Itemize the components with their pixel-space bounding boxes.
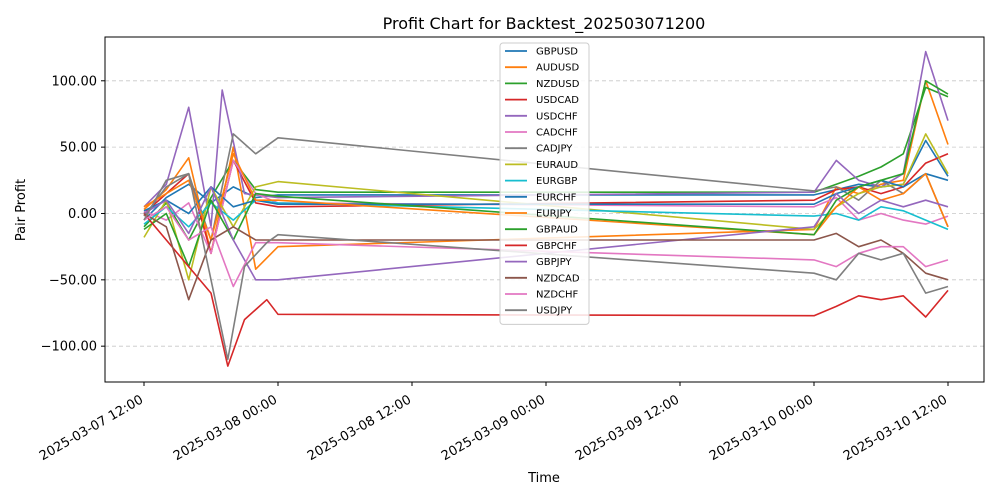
- y-tick-label: 0.00: [68, 207, 97, 222]
- y-tick-label: −50.00: [49, 273, 97, 288]
- legend-label: USDCAD: [536, 95, 579, 106]
- legend-label: USDCHF: [536, 111, 578, 122]
- legend-label: USDJPY: [536, 306, 573, 317]
- legend-label: GBPCHF: [536, 241, 577, 252]
- legend-label: NZDUSD: [536, 79, 580, 90]
- series-line-usdjpy: [143, 172, 949, 361]
- legend-box: [499, 42, 590, 325]
- legend-label: GBPAUD: [536, 225, 578, 236]
- legend-label: NZDCAD: [536, 273, 580, 284]
- legend-label: CADCHF: [536, 128, 578, 139]
- y-tick-label: −100.00: [41, 340, 97, 355]
- legend: GBPUSD AUDUSD NZDUSD USDCAD USDCHF CADCHF CADJ…: [499, 42, 590, 325]
- y-tick-label: 100.00: [52, 74, 98, 89]
- series-line-gbpchf: [143, 212, 949, 367]
- x-axis-label: Time: [527, 471, 560, 486]
- legend-label: EURCHF: [536, 192, 577, 203]
- legend-label: EURGBP: [536, 176, 577, 187]
- plot-frame: [104, 36, 985, 383]
- legend-label: EURAUD: [536, 160, 578, 171]
- y-axis: −100.00 −50.00 0.00 50.00 100.00: [41, 74, 105, 355]
- y-axis-label: Pair Profit: [14, 179, 29, 241]
- legend-label: AUDUSD: [536, 63, 580, 74]
- legend-label: CADJPY: [536, 144, 573, 155]
- y-tick-label: 50.00: [60, 141, 97, 156]
- chart-title: Profit Chart for Backtest_202503071200: [383, 14, 706, 34]
- legend-label: GBPJPY: [536, 257, 572, 268]
- legend-label: NZDCHF: [536, 290, 579, 301]
- legend-label: EURJPY: [536, 209, 572, 220]
- legend-label: GBPUSD: [536, 47, 578, 58]
